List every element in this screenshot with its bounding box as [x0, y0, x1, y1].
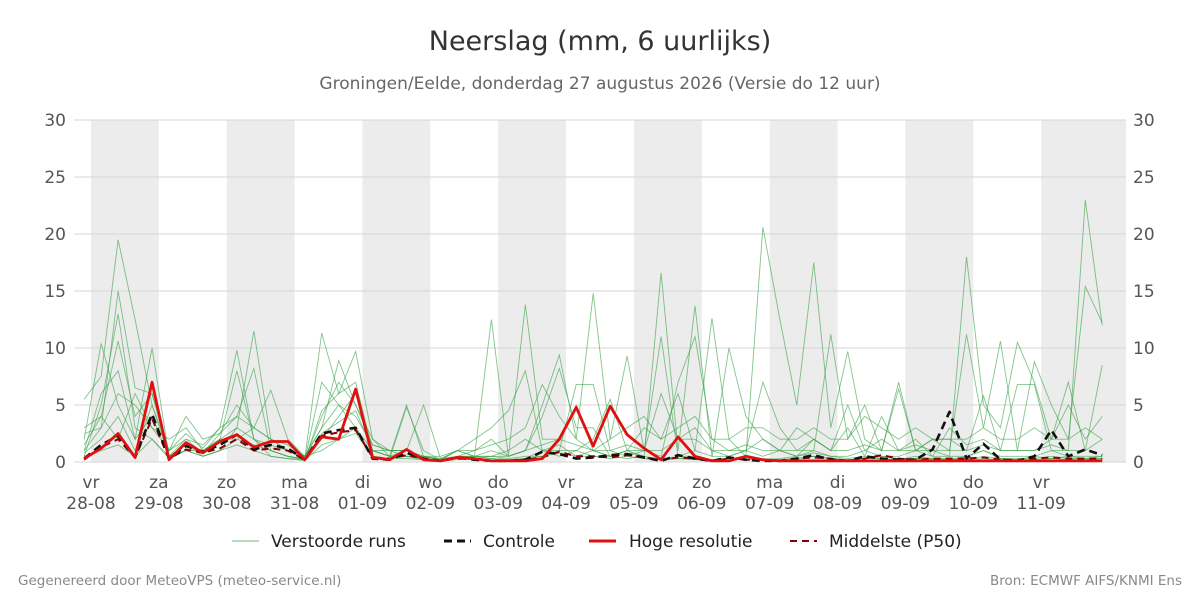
legend-label-median: Middelste (P50) — [829, 532, 962, 552]
x-tick-day: do — [963, 473, 984, 493]
x-tick-day: vr — [82, 473, 99, 493]
legend-label-highres: Hoge resolutie — [629, 532, 753, 552]
y-tick-label-left: 15 — [44, 282, 66, 302]
y-axis-right: 0 5 10 15 20 25 30 — [1133, 111, 1155, 473]
x-tick-day: vr — [558, 473, 575, 493]
x-tick-date: 04-09 — [541, 494, 590, 514]
y-tick-label-right: 25 — [1133, 168, 1155, 188]
y-tick-label-right: 15 — [1133, 282, 1155, 302]
x-tick-day: zo — [692, 473, 711, 493]
x-tick-day: za — [149, 473, 168, 493]
x-tick-date: 07-09 — [745, 494, 794, 514]
x-tick-day: di — [355, 473, 371, 493]
x-tick-date: 10-09 — [949, 494, 998, 514]
y-tick-label-right: 10 — [1133, 339, 1155, 359]
ensemble-run-line — [83, 383, 1103, 457]
x-tick-date: 11-09 — [1016, 494, 1065, 514]
y-tick-label-left: 5 — [55, 396, 66, 416]
y-tick-label-left: 0 — [55, 453, 66, 473]
x-tick-day: ma — [756, 473, 783, 493]
x-tick-day: za — [624, 473, 643, 493]
y-tick-label-right: 5 — [1133, 396, 1144, 416]
x-tick-date: 06-09 — [677, 494, 726, 514]
footer-generated-by: Gegenereerd door MeteoVPS (meteo-service… — [18, 573, 341, 589]
y-tick-label-left: 30 — [44, 111, 66, 131]
legend-label-control: Controle — [483, 532, 555, 552]
footer-source: Bron: ECMWF AIFS/KNMI Ens — [990, 573, 1182, 589]
y-tick-label-left: 25 — [44, 168, 66, 188]
chart-subtitle: Groningen/Eelde, donderdag 27 augustus 2… — [319, 74, 880, 94]
x-tick-date: 01-09 — [338, 494, 387, 514]
x-tick-date: 28-08 — [66, 494, 115, 514]
x-tick-date: 09-09 — [881, 494, 930, 514]
x-tick-day: zo — [217, 473, 236, 493]
x-tick-day: do — [488, 473, 509, 493]
y-axis-left: 0 5 10 15 20 25 30 — [44, 111, 66, 473]
x-tick-date: 30-08 — [202, 494, 251, 514]
x-tick-day: ma — [281, 473, 308, 493]
legend: Verstoorde runs Controle Hoge resolutie … — [232, 532, 962, 552]
x-tick-day: wo — [418, 473, 442, 493]
series-line-control — [83, 410, 1103, 463]
y-tick-label-right: 20 — [1133, 225, 1155, 245]
series-line-high-resolution — [83, 380, 1103, 463]
x-tick-day: wo — [893, 473, 917, 493]
x-tick-date: 02-09 — [406, 494, 455, 514]
x-tick-date: 05-09 — [609, 494, 658, 514]
y-tick-label-right: 0 — [1133, 453, 1144, 473]
legend-label-ensemble: Verstoorde runs — [271, 532, 406, 552]
x-tick-date: 29-08 — [134, 494, 183, 514]
x-tick-date: 03-09 — [473, 494, 522, 514]
x-tick-day: di — [830, 473, 846, 493]
y-tick-label-left: 20 — [44, 225, 66, 245]
x-axis: vr28-08za29-08zo30-08ma31-08di01-09wo02-… — [66, 473, 1066, 514]
y-tick-label-left: 10 — [44, 339, 66, 359]
x-tick-date: 08-09 — [813, 494, 862, 514]
main-series — [83, 380, 1103, 463]
x-tick-date: 31-08 — [270, 494, 319, 514]
x-tick-day: vr — [1033, 473, 1050, 493]
chart-title: Neerslag (mm, 6 uurlijks) — [429, 26, 771, 57]
y-tick-label-right: 30 — [1133, 111, 1155, 131]
